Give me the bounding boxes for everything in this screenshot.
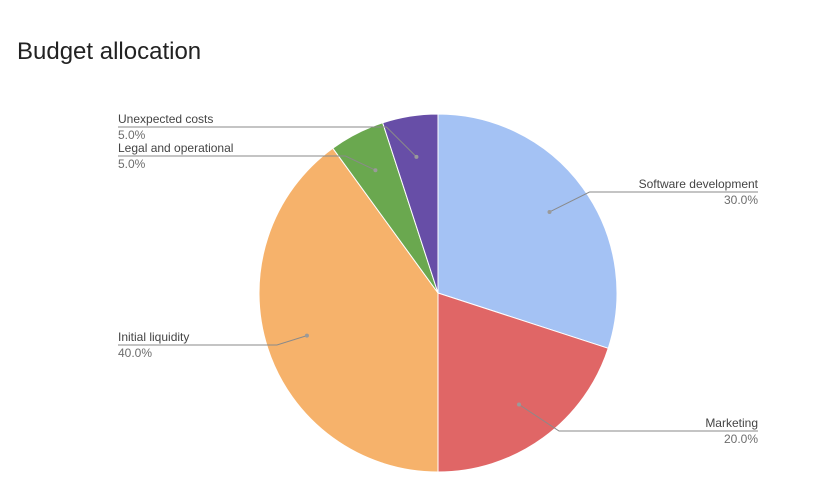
pie-slice-initial-liquidity [258, 147, 439, 473]
slice-label-unexpected-costs: Unexpected costs [118, 112, 213, 126]
slice-percent-marketing: 20.0% [724, 432, 758, 446]
leader-line-initial-liquidity [118, 335, 308, 346]
slice-label-initial-liquidity: Initial liquidity [118, 330, 189, 344]
leader-dot-unexpected-costs [414, 154, 419, 159]
leader-line-legal-and-operational [118, 155, 376, 171]
leader-dot-legal-and-operational [373, 168, 378, 173]
leader-line-software-development [549, 191, 758, 213]
leader-line-unexpected-costs [118, 126, 417, 158]
pie-slice-software-development [437, 113, 618, 349]
slice-percent-software-development: 30.0% [724, 193, 758, 207]
slice-percent-legal-and-operational: 5.0% [118, 157, 146, 171]
pie-slice-marketing [437, 292, 609, 473]
leader-dot-software-development [547, 209, 552, 214]
slice-percent-initial-liquidity: 40.0% [118, 346, 152, 360]
slice-label-software-development: Software development [639, 177, 759, 191]
leader-line-marketing [518, 404, 758, 432]
slice-label-legal-and-operational: Legal and operational [118, 141, 233, 155]
chart-title: Budget allocation [17, 38, 202, 65]
leader-dot-initial-liquidity [304, 333, 309, 338]
pie-slice-unexpected-costs [382, 113, 439, 294]
slice-percent-unexpected-costs: 5.0% [118, 128, 146, 142]
slice-label-marketing: Marketing [705, 416, 758, 430]
leader-dot-marketing [517, 402, 522, 407]
